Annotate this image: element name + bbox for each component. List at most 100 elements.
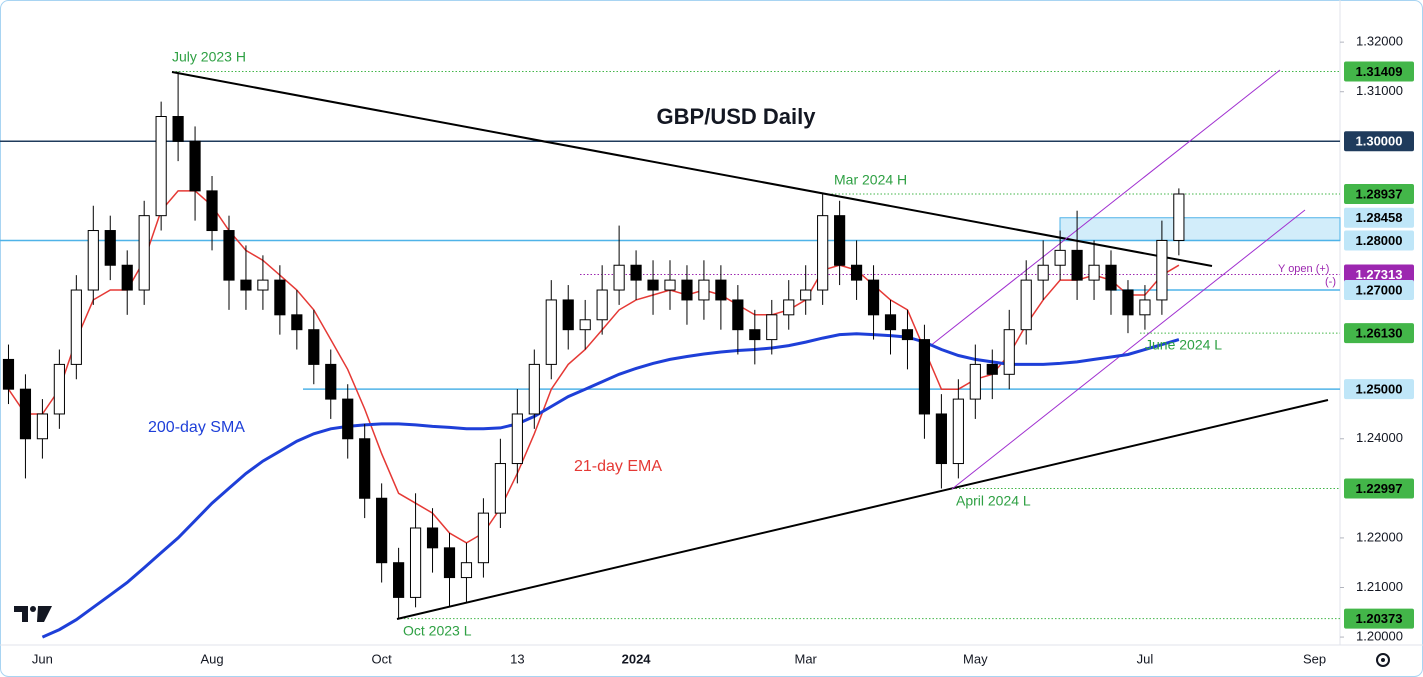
price-label: 1.27000 <box>1356 282 1403 297</box>
candle-body <box>460 562 473 579</box>
moving-average-line <box>41 332 1180 639</box>
logo-part <box>14 606 28 622</box>
candle-body <box>1071 249 1083 281</box>
trendline <box>924 69 1281 351</box>
price-label: 1.31409 <box>1356 64 1403 79</box>
candle-body <box>206 190 218 232</box>
candle-body <box>53 363 65 415</box>
settings-icon-center[interactable] <box>1381 658 1385 662</box>
candle-body <box>817 215 829 291</box>
candle-body <box>1003 329 1015 375</box>
y-tick-label: 1.22000 <box>1356 529 1403 544</box>
x-tick-label: Sep <box>1303 651 1326 666</box>
candle-body <box>783 299 795 316</box>
y-tick-label: 1.21000 <box>1356 579 1403 594</box>
settings-button[interactable] <box>1376 653 1390 667</box>
x-tick-label: Oct <box>372 651 393 666</box>
candle-body <box>155 116 167 217</box>
annotation: (-) <box>1325 276 1336 288</box>
price-label: 1.30000 <box>1356 134 1403 149</box>
candle-body <box>613 264 625 291</box>
candle-body <box>732 299 744 331</box>
price-label-box <box>1344 183 1414 204</box>
logo-part <box>37 606 52 622</box>
candle-body <box>494 463 506 514</box>
y-tick-label: 1.31000 <box>1356 83 1403 98</box>
x-tick-label: Mar <box>795 651 818 666</box>
candle-body <box>342 398 354 440</box>
candle-body <box>1054 249 1066 266</box>
candle-body <box>850 264 863 281</box>
candle-body <box>562 299 574 331</box>
candle-body <box>1156 239 1168 301</box>
candle-body <box>1122 289 1134 316</box>
candle-body <box>986 363 998 375</box>
candle-body <box>952 398 964 465</box>
y-tick-label: 1.20000 <box>1356 629 1403 644</box>
candle-body <box>223 230 235 281</box>
x-tick-label: 13 <box>510 651 524 666</box>
settings-icon[interactable] <box>1376 653 1390 667</box>
price-label-box <box>1344 207 1414 228</box>
candle-body <box>715 279 727 301</box>
candle-body <box>969 363 981 400</box>
annotation: Mar 2024 H <box>834 172 907 188</box>
price-label-box <box>1344 280 1414 301</box>
candle-body <box>1020 279 1032 331</box>
candle-body <box>1139 299 1151 316</box>
candle-body <box>749 329 761 341</box>
candle-body <box>19 388 32 440</box>
annotation: Oct 2023 L <box>403 623 472 639</box>
candle-body <box>477 512 490 564</box>
y-tick-label: 1.24000 <box>1356 430 1403 445</box>
price-label: 1.26130 <box>1356 326 1403 341</box>
candle-body <box>189 140 201 192</box>
main-layer <box>2 71 1185 639</box>
price-label-box <box>1344 230 1414 251</box>
candle-body <box>579 319 591 331</box>
candle-body <box>2 358 15 390</box>
series-label: 21-day EMA <box>574 458 662 475</box>
candle-body <box>393 562 405 598</box>
annotation: Y open (+) <box>1278 263 1329 275</box>
annotation: April 2024 L <box>956 493 1031 509</box>
candle-body <box>596 289 608 321</box>
candle-body <box>545 299 557 365</box>
candle-body <box>240 279 252 291</box>
price-label: 1.27313 <box>1356 267 1403 282</box>
y-tick-label: 1.32000 <box>1356 34 1403 49</box>
candle-body <box>426 527 439 549</box>
price-label-box <box>1344 608 1414 629</box>
price-label-box <box>1344 379 1414 400</box>
candle-body <box>867 279 880 316</box>
candle-body <box>1173 193 1185 241</box>
candle-body <box>138 215 150 291</box>
trendline <box>951 209 1306 490</box>
price-label: 1.20373 <box>1356 611 1403 626</box>
candle-body <box>172 116 184 142</box>
x-tick-label: Jul <box>1137 651 1154 666</box>
candle-body <box>647 279 659 291</box>
candle-body <box>528 363 540 415</box>
candle-body <box>1037 264 1049 281</box>
series-label: 200-day SMA <box>148 419 245 436</box>
candle-body <box>257 279 269 291</box>
chart-title: GBP/USD Daily <box>657 104 817 129</box>
candle-body <box>376 497 388 564</box>
price-label: 1.22997 <box>1356 481 1403 496</box>
candle-body <box>698 279 710 301</box>
candle-body <box>918 339 931 415</box>
candle-body <box>1088 264 1100 281</box>
price-label: 1.25000 <box>1356 382 1403 397</box>
foreground-layer: 1.32000 1.31000 1.24000 1.22000 1.21000 1.200… <box>32 34 1414 666</box>
annotation: July 2023 H <box>172 49 246 65</box>
candle-body <box>359 438 371 499</box>
price-label: 1.28000 <box>1356 233 1403 248</box>
background-layer <box>0 69 1341 620</box>
candle-body <box>935 413 947 465</box>
candle-body <box>409 527 422 598</box>
logo-part <box>30 606 36 612</box>
candle-body <box>87 230 99 291</box>
x-tick-label: May <box>963 651 988 666</box>
